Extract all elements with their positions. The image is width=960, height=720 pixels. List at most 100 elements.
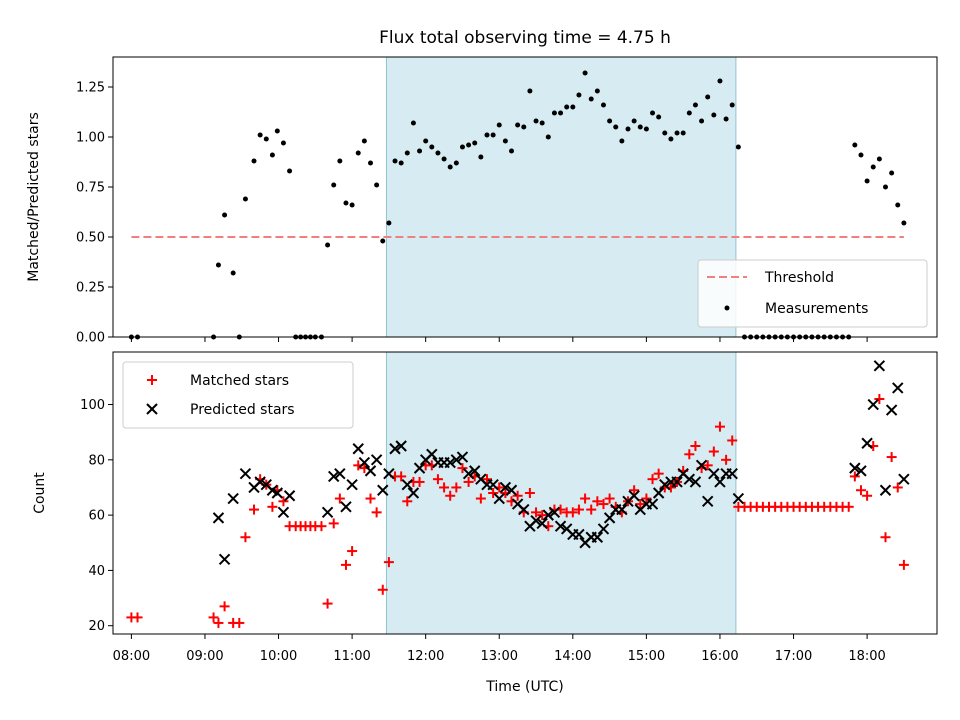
top-observing-span — [385, 56, 737, 338]
predicted-star-point — [855, 465, 867, 477]
matched-star-point — [475, 493, 486, 504]
matched-star-point — [567, 507, 578, 518]
x-tick-label: 13:00 — [481, 649, 518, 664]
predicted-star-point — [646, 498, 659, 510]
matched-star-point — [714, 421, 725, 432]
matched-star-point — [463, 476, 474, 487]
measurement-point — [380, 238, 386, 244]
predicted-star-point — [885, 404, 898, 416]
predicted-star-point — [218, 553, 231, 566]
matched-star-point — [219, 601, 230, 612]
matched-star-point — [322, 598, 333, 609]
measurement-point — [674, 130, 680, 136]
matched-star-point — [340, 559, 351, 570]
matched-stars-points — [126, 394, 909, 628]
matched-star-point — [892, 482, 903, 493]
predicted-star-point — [714, 476, 726, 488]
top-x-ticks — [130, 337, 868, 342]
predicted-star-point — [505, 484, 518, 496]
predicted-star-point — [530, 514, 542, 527]
predicted-star-point — [597, 523, 610, 535]
measurement-point — [331, 182, 337, 188]
measurement-point — [257, 132, 263, 138]
matched-star-point — [635, 499, 646, 510]
predicted-star-point — [701, 495, 714, 508]
predicted-star-point — [370, 454, 383, 466]
measurement-point — [539, 120, 545, 126]
predicted-star-point — [456, 451, 469, 463]
y-tick-label: 0.50 — [76, 231, 105, 246]
legend-plus-marker — [147, 375, 157, 385]
x-axis-label: Time (UTC) — [485, 679, 563, 695]
measurement-point — [643, 126, 649, 132]
matched-star-point — [690, 441, 701, 451]
measurement-point — [447, 164, 453, 170]
matched-star-point — [132, 612, 143, 623]
measurement-point — [484, 132, 490, 138]
predicted-star-point — [603, 512, 616, 524]
y-tick-label: 20 — [88, 619, 105, 634]
measurement-point — [251, 158, 257, 164]
x-tick-label: 11:00 — [333, 649, 370, 664]
matched-star-point — [598, 499, 609, 510]
measurement-point — [343, 200, 349, 206]
measurement-point — [533, 118, 539, 124]
matched-star-point — [592, 496, 603, 507]
predicted-star-point — [340, 501, 352, 513]
matched-star-point — [457, 463, 468, 474]
matched-star-point — [862, 490, 873, 501]
x-tick-label: 08:00 — [113, 649, 150, 664]
bottom-x-ticks: 08:00 09:00 10:00 11:00 12:00 13:00 14:00 15:00… — [113, 634, 886, 664]
x-tick-label: 18:00 — [848, 649, 885, 664]
measurement-point — [576, 92, 582, 98]
measurement-point — [883, 184, 888, 190]
bottom-panel: 20 40 60 80 100 08:00 09:00 10:00 11:00 12:00 13:… — [32, 351, 938, 695]
matched-star-point — [727, 435, 738, 446]
matched-star-point — [512, 490, 523, 501]
predicted-star-point — [227, 492, 239, 505]
measurement-point — [368, 160, 373, 166]
matched-star-point — [573, 504, 584, 515]
matched-star-point — [843, 501, 854, 512]
measurement-point — [570, 104, 576, 110]
measurement-point — [459, 144, 465, 150]
predicted-star-point — [689, 476, 702, 488]
measurement-point — [852, 142, 858, 148]
matched-star-point — [402, 496, 413, 507]
matched-star-point — [488, 488, 499, 498]
measurement-point — [889, 170, 895, 176]
matched-star-point — [708, 446, 719, 457]
predicted-star-point — [879, 484, 892, 496]
predicted-star-point — [254, 476, 266, 488]
matched-star-point — [524, 488, 535, 498]
measurement-point — [864, 178, 870, 184]
measurement-point — [692, 102, 698, 108]
measurement-point — [410, 120, 416, 126]
measurement-point — [515, 122, 521, 128]
predicted-star-point — [726, 467, 738, 480]
measurement-point — [582, 70, 588, 76]
matched-star-point — [334, 493, 345, 504]
measurement-point — [453, 160, 459, 166]
measurement-point — [711, 112, 717, 118]
predicted-star-point — [444, 456, 456, 469]
matched-star-point — [213, 617, 224, 628]
matched-star-point — [414, 476, 425, 487]
predicted-star-point — [321, 506, 334, 519]
bottom-legend: Matched stars Predicted stars — [122, 361, 354, 429]
measurement-point — [631, 118, 637, 124]
predicted-star-point — [849, 462, 861, 474]
matched-star-point — [267, 501, 278, 512]
x-tick-label: 15:00 — [628, 649, 665, 664]
measurement-point — [502, 138, 508, 144]
measurement-point — [355, 150, 361, 156]
predicted-star-point — [518, 503, 530, 516]
measurement-point — [625, 126, 631, 132]
measurement-point — [374, 182, 380, 188]
measurement-point — [600, 102, 606, 108]
measurement-point — [423, 138, 429, 144]
matched-star-point — [629, 485, 640, 496]
measurement-point — [717, 78, 723, 84]
matched-star-point — [531, 507, 542, 518]
